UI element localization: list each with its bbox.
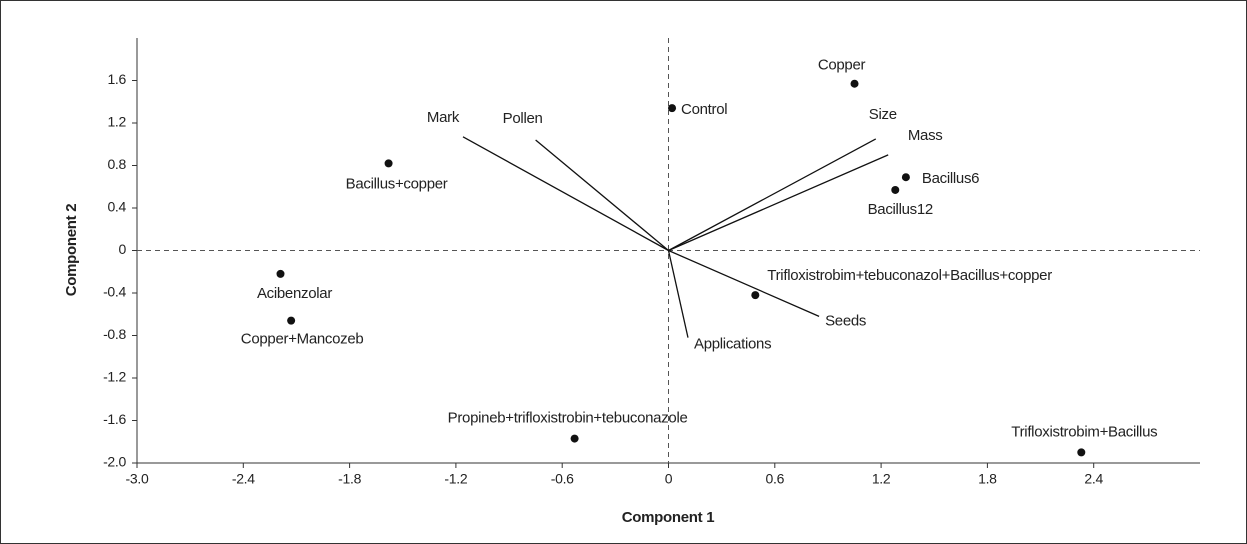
loading-vector bbox=[668, 138, 877, 252]
x-tick-label: 0.6 bbox=[766, 471, 785, 487]
loading-vector bbox=[462, 136, 669, 252]
y-tick-label: -1.6 bbox=[103, 411, 126, 427]
y-tick-label: 1.6 bbox=[107, 71, 126, 87]
x-tick-label: 0 bbox=[665, 471, 673, 487]
score-point bbox=[751, 291, 760, 300]
score-point bbox=[668, 104, 677, 113]
loading-vector bbox=[668, 249, 820, 317]
y-axis-title: Component 2 bbox=[63, 204, 80, 297]
loading-vector bbox=[667, 250, 689, 338]
loading-vector bbox=[668, 154, 889, 252]
y-tick-label: -0.8 bbox=[103, 326, 126, 342]
vector-label: Pollen bbox=[503, 110, 543, 127]
point-label: Copper+Mancozeb bbox=[241, 331, 364, 348]
y-tick-label: -2.0 bbox=[103, 454, 126, 470]
vector-label: Mark bbox=[427, 109, 460, 126]
y-tick-label: 0 bbox=[119, 241, 127, 257]
y-tick-label: 1.2 bbox=[107, 114, 126, 130]
x-tick-label: 1.8 bbox=[978, 471, 997, 487]
score-point bbox=[1077, 448, 1086, 457]
vector-label: Applications bbox=[694, 336, 771, 353]
score-point bbox=[384, 159, 393, 168]
score-point bbox=[901, 173, 910, 182]
point-label: Copper bbox=[818, 57, 866, 74]
point-label: Trifloxistrobim+tebuconazol+Bacillus+cop… bbox=[767, 267, 1052, 284]
score-point bbox=[287, 316, 296, 325]
x-tick-label: -1.8 bbox=[338, 471, 361, 487]
score-point bbox=[891, 185, 900, 194]
point-label: Bacillus+copper bbox=[346, 175, 448, 192]
score-point bbox=[570, 434, 579, 443]
x-tick-label: -0.6 bbox=[551, 471, 574, 487]
vector-label: Size bbox=[869, 106, 897, 123]
vector-label: Seeds bbox=[825, 312, 866, 329]
point-label: Bacillus6 bbox=[922, 170, 979, 187]
y-tick-label: -0.4 bbox=[103, 284, 126, 300]
x-tick-label: -1.2 bbox=[444, 471, 467, 487]
loading-vector bbox=[535, 139, 669, 251]
score-point bbox=[850, 79, 859, 88]
point-label: Bacillus12 bbox=[868, 201, 933, 218]
vector-label: Mass bbox=[908, 127, 943, 144]
x-tick-label: -2.4 bbox=[232, 471, 255, 487]
score-point bbox=[276, 269, 285, 278]
x-tick-label: 2.4 bbox=[1084, 471, 1103, 487]
point-label: Control bbox=[681, 101, 727, 118]
x-tick-label: 1.2 bbox=[872, 471, 891, 487]
point-label: Acibenzolar bbox=[257, 285, 332, 302]
y-tick-label: 0.4 bbox=[107, 199, 126, 215]
point-label: Propineb+trifloxistrobin+tebuconazole bbox=[448, 410, 688, 427]
x-tick-label: -3.0 bbox=[126, 471, 149, 487]
y-tick-label: -1.2 bbox=[103, 369, 126, 385]
y-tick-label: 0.8 bbox=[107, 156, 126, 172]
x-axis-title: Component 1 bbox=[622, 509, 715, 526]
point-label: Trifloxistrobim+Bacillus bbox=[1011, 423, 1157, 440]
